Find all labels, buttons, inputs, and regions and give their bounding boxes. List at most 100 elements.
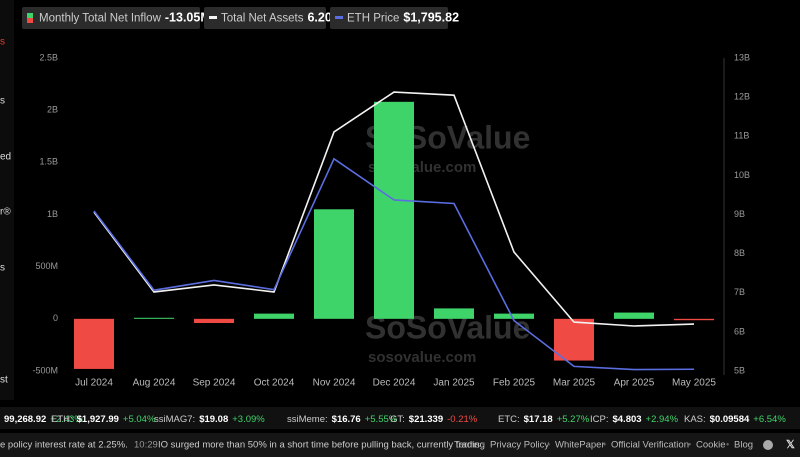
legend-name: ETH Price — [347, 13, 399, 25]
sidebar-text[interactable]: r® — [0, 207, 11, 218]
bar — [194, 318, 234, 324]
bar — [674, 318, 714, 321]
legend-value: $1,795.82 — [403, 11, 459, 25]
x-tick-label: Dec 2024 — [373, 378, 416, 389]
separator: • — [482, 439, 485, 449]
y2-tick-label: 13B — [734, 52, 750, 62]
y-tick-label: 1B — [47, 209, 58, 219]
separator: • — [726, 439, 729, 449]
bar — [554, 318, 594, 361]
legend-item[interactable] — [204, 7, 326, 29]
y-tick-label: 2B — [47, 105, 58, 115]
ticker-item[interactable]: 99,268.92 +2.43% — [4, 414, 83, 425]
ticker-price: $19.08 — [199, 414, 228, 425]
footer-link[interactable]: Official Verification — [611, 440, 689, 451]
y-tick-label: -500M — [32, 365, 58, 375]
y-tick-label: 2.5B — [39, 52, 58, 62]
news-text[interactable]: IO surged more than 50% in a short time … — [158, 440, 485, 451]
ticker-price: $1,927.99 — [77, 414, 119, 425]
ticker-change: +5.04% — [123, 414, 156, 425]
legend-name: Total Net Assets — [221, 13, 304, 25]
line — [93, 157, 695, 371]
legend-label: ETH Price $1,795.82 — [347, 11, 459, 25]
bar — [494, 313, 534, 319]
bar — [614, 312, 654, 319]
ticker-name: ICP: — [590, 414, 608, 425]
y-tick-label: 500M — [35, 261, 58, 271]
footer-link[interactable]: Terms — [454, 440, 480, 451]
legend-swatch — [27, 18, 33, 23]
sidebar-text[interactable]: st — [0, 375, 8, 386]
ticker-item[interactable]: ETC: $17.18 +5.27% — [498, 414, 590, 425]
sidebar — [0, 0, 14, 400]
y2-tick-label: 8B — [734, 248, 745, 258]
sidebar-text[interactable]: s — [0, 37, 5, 48]
ticker-price: $21.339 — [409, 414, 443, 425]
ticker-item[interactable]: ssiMAG7: $19.08 +3.09% — [154, 414, 265, 425]
y-tick-label: 0 — [53, 313, 58, 323]
news-prev: e policy interest rate at 2.25%. — [0, 440, 128, 451]
y2-tick-label: 12B — [734, 92, 750, 102]
ticker-name: GT: — [390, 414, 405, 425]
separator: • — [688, 439, 691, 449]
ticker-item[interactable]: ssiMeme: $16.76 +5.55% — [287, 414, 398, 425]
sidebar-text[interactable]: s — [0, 263, 5, 274]
ticker-item[interactable]: ICP: $4.803 +2.94% — [590, 414, 679, 425]
x-tick-label: Feb 2025 — [493, 378, 536, 389]
x-tick-label: Aug 2024 — [133, 378, 176, 389]
separator: • — [603, 439, 606, 449]
footer-link[interactable]: WhitePaper — [555, 440, 605, 451]
news-time: 10:29 — [134, 440, 158, 451]
ticker-bar — [0, 407, 800, 429]
x-tick-label: May 2025 — [672, 378, 716, 389]
legend-swatch — [27, 13, 33, 18]
legend-item[interactable] — [330, 7, 448, 29]
y2-tick-label: 6B — [734, 326, 745, 336]
legend-label: Total Net Assets 6.20B — [221, 11, 341, 25]
y2-tick-label: 9B — [734, 209, 745, 219]
sidebar-text[interactable]: ed — [0, 152, 11, 163]
legend-swatch — [209, 16, 217, 19]
legend-swatch — [335, 16, 343, 19]
ticker-price: $17.18 — [524, 414, 553, 425]
y2-tick-label: 11B — [734, 131, 749, 141]
ticker-change: +6.54% — [753, 414, 786, 425]
footer-bar — [0, 433, 800, 457]
watermark: sosovalue.com — [368, 349, 476, 366]
x-tick-label: Jul 2024 — [75, 378, 113, 389]
ticker-change: +3.09% — [232, 414, 265, 425]
x-icon[interactable]: 𝕏 — [786, 439, 795, 451]
legend-label: Monthly Total Net Inflow -13.05M — [39, 11, 211, 25]
line — [93, 91, 695, 327]
footer-link[interactable]: Cookie — [696, 440, 726, 451]
ticker-item[interactable]: GT: $21.339 -0.21% — [390, 414, 478, 425]
sidebar-text[interactable]: s — [0, 96, 5, 107]
ticker-price: 99,268.92 — [4, 414, 46, 425]
separator: • — [547, 439, 550, 449]
ticker-change: +5.55% — [365, 414, 398, 425]
telegram-icon[interactable] — [763, 440, 773, 450]
ticker-price: $16.76 — [332, 414, 361, 425]
x-tick-label: Nov 2024 — [313, 378, 356, 389]
ticker-item[interactable]: KAS: $0.09584 +6.54% — [684, 414, 786, 425]
x-tick-label: Apr 2025 — [614, 378, 655, 389]
y2-tick-label: 10B — [734, 170, 750, 180]
footer-link[interactable]: Blog — [734, 440, 753, 451]
ticker-name: ETH: — [51, 414, 73, 425]
ticker-name: ETC: — [498, 414, 520, 425]
bar — [434, 308, 474, 319]
x-tick-label: Sep 2024 — [193, 378, 236, 389]
bar — [74, 318, 114, 369]
bar — [254, 313, 294, 319]
y2-tick-label: 5B — [734, 365, 745, 375]
x-tick-label: Jan 2025 — [433, 378, 475, 389]
ticker-item[interactable]: ETH: $1,927.99 +5.04% — [51, 414, 156, 425]
bar — [134, 317, 174, 319]
bar — [314, 209, 354, 319]
ticker-change: +5.27% — [557, 414, 590, 425]
footer-link[interactable]: Privacy Policy — [490, 440, 549, 451]
legend-item[interactable] — [22, 7, 200, 29]
ticker-change: -0.21% — [447, 414, 478, 425]
